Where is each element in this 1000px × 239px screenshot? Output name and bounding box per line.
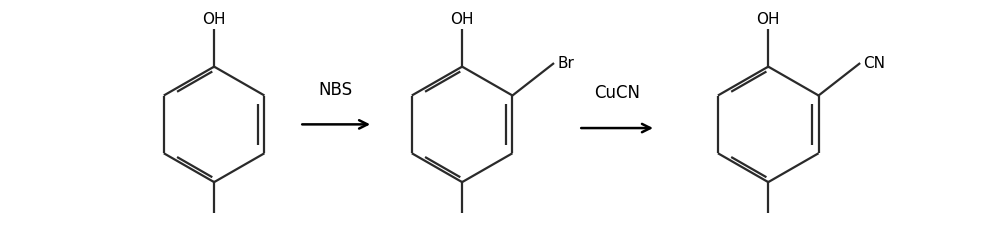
Text: CN: CN bbox=[863, 56, 885, 71]
Text: OH: OH bbox=[202, 12, 226, 27]
Text: OH: OH bbox=[757, 12, 780, 27]
Text: NBS: NBS bbox=[319, 81, 353, 99]
Text: OH: OH bbox=[450, 12, 474, 27]
Text: Br: Br bbox=[557, 56, 574, 71]
Text: CuCN: CuCN bbox=[594, 84, 640, 102]
